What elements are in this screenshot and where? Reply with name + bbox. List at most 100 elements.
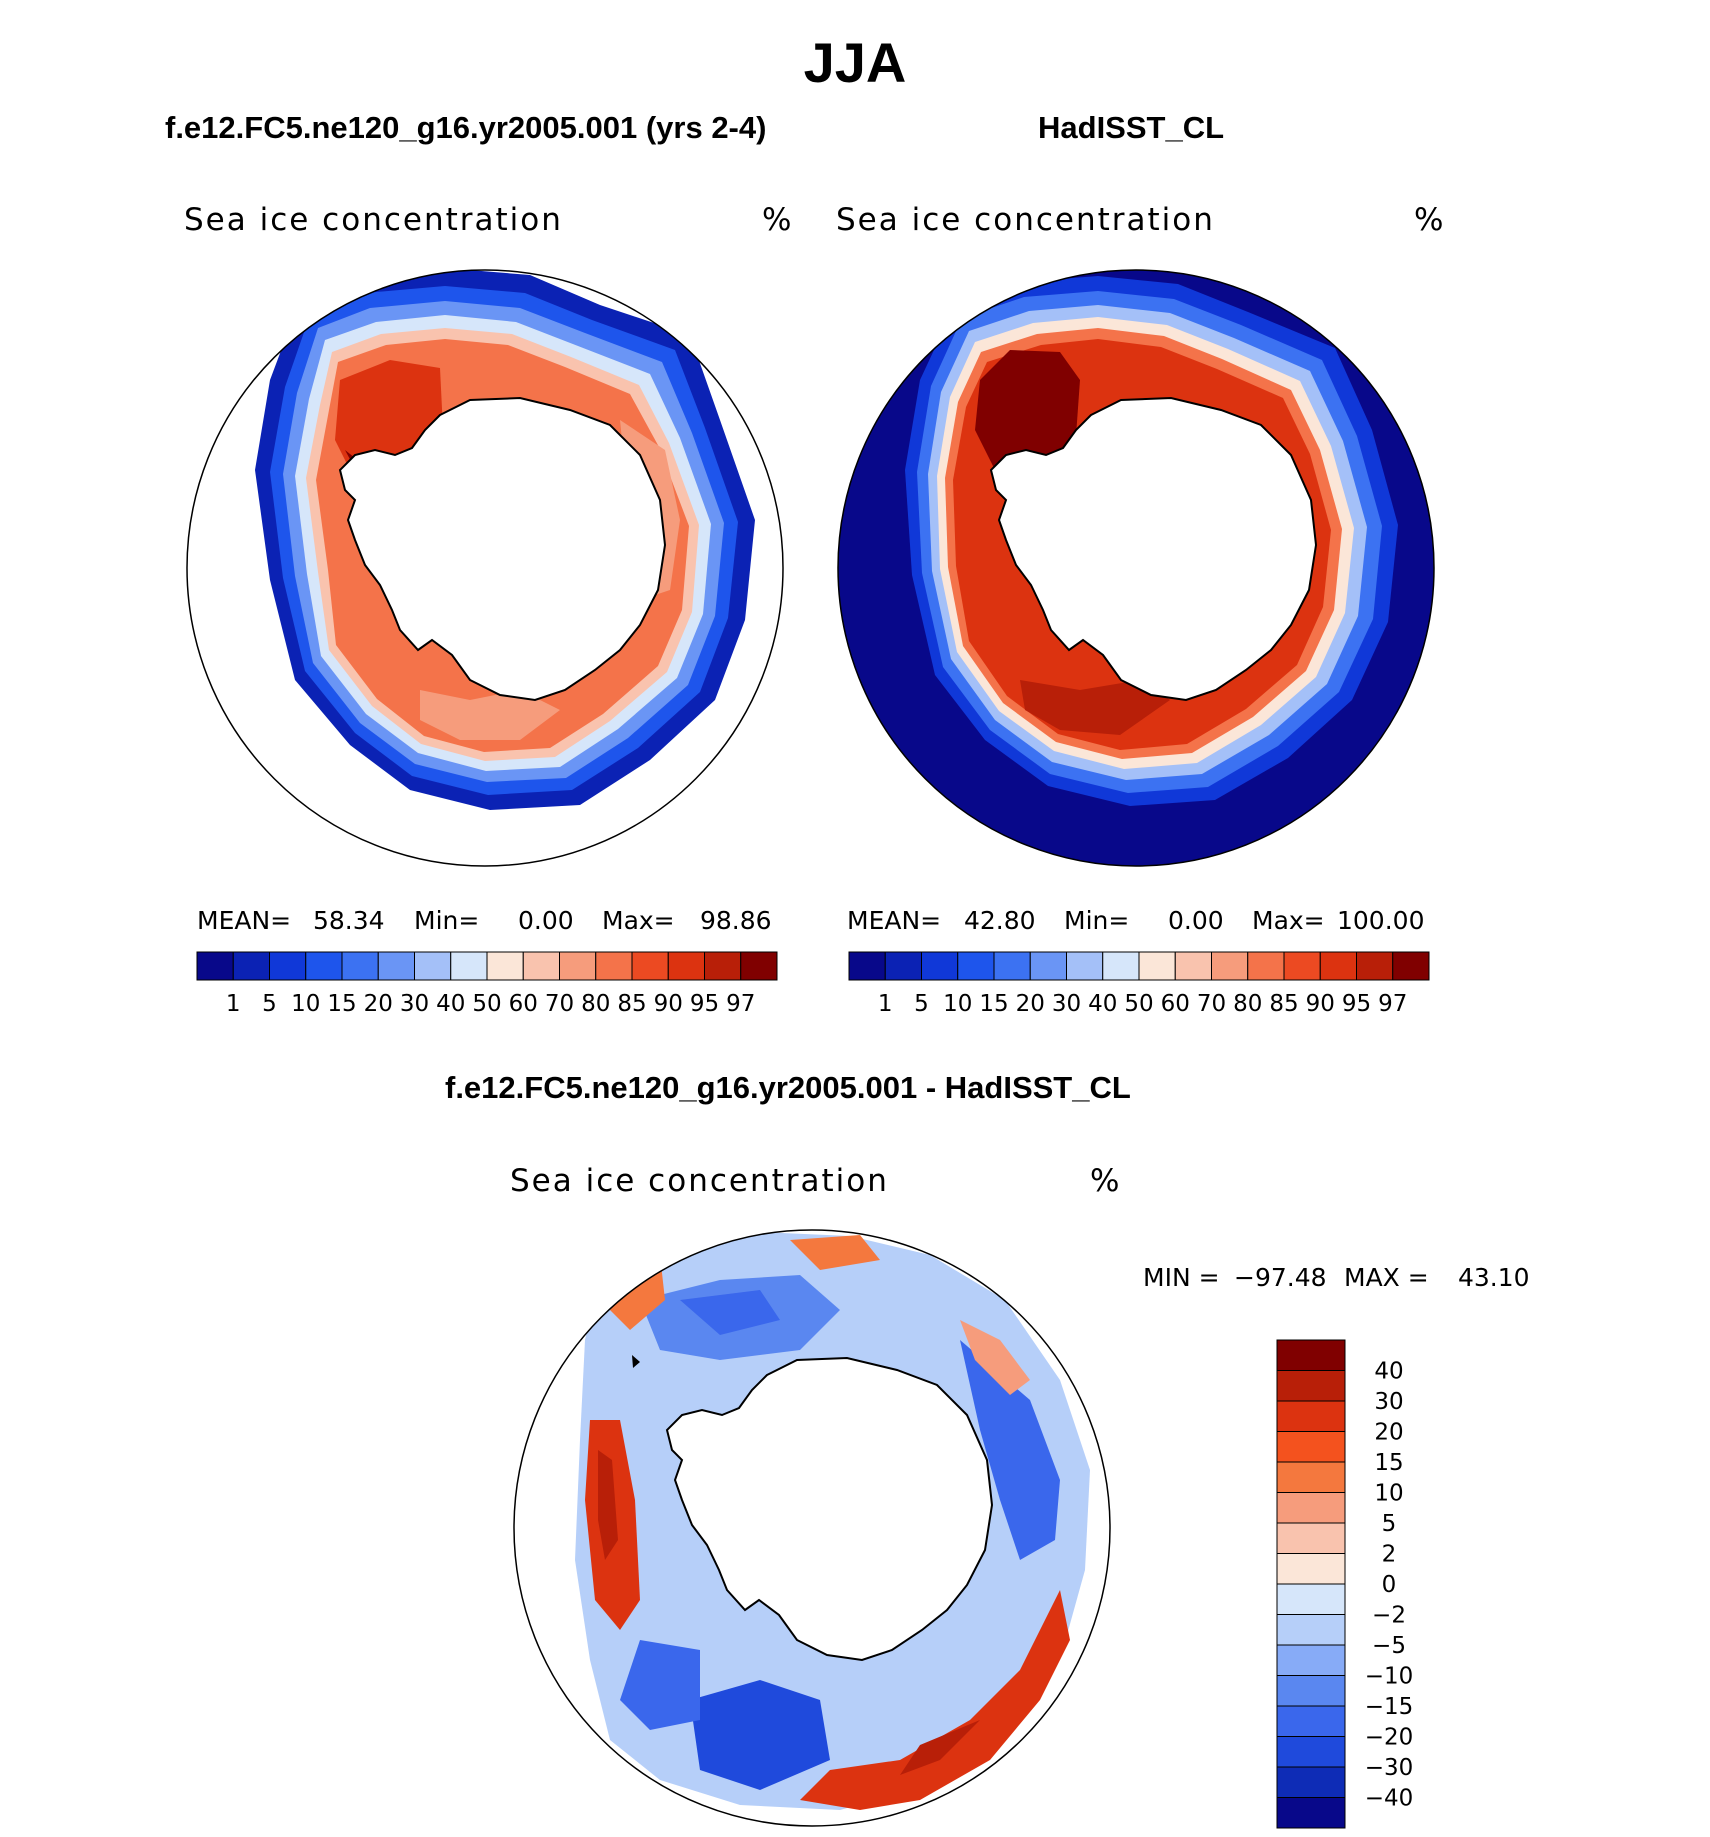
panel3-colorbar-swatch	[1276, 1797, 1346, 1829]
panel1-title: f.e12.FC5.ne120_g16.yr2005.001 (yrs 2-4)	[165, 110, 767, 145]
panel3-colorbar-swatch	[1276, 1736, 1346, 1768]
panel1-max-value: 98.86	[700, 906, 772, 935]
panel3-colorbar-tick-label: 20	[1374, 1420, 1403, 1446]
panel3-colorbar-tick-label: −30	[1365, 1755, 1414, 1781]
panel1-antarctica-coastline	[338, 396, 667, 702]
panel1-map-border	[186, 269, 784, 867]
panel2-colorbar-swatch	[1356, 951, 1394, 981]
panel1-colorbar-swatch	[631, 951, 669, 981]
panel2-colorbar-tick-label: 50	[1124, 991, 1153, 1017]
panel3-max-value: 43.10	[1458, 1263, 1530, 1292]
panel1-colorbar-tick-label: 1	[226, 991, 241, 1017]
panel1-colorbar-swatch	[305, 951, 343, 981]
panel1-colorbar-tick-label: 5	[262, 991, 277, 1017]
panel3-colorbar-tick-label: 15	[1374, 1450, 1403, 1476]
panel3-antarctica-coastline	[665, 1356, 994, 1662]
panel1-colorbar-tick-label: 80	[581, 991, 610, 1017]
panel1-colorbar-swatch	[450, 951, 488, 981]
panel2-colorbar-tick-label: 97	[1378, 991, 1407, 1017]
panel1-units-label: %	[762, 202, 794, 238]
panel3-colorbar-swatch	[1276, 1766, 1346, 1798]
panel3-min-value: −97.48	[1234, 1263, 1327, 1292]
panel1-colorbar-swatch	[522, 951, 560, 981]
panel2-colorbar-tick-label: 90	[1306, 991, 1335, 1017]
panel3-colorbar-tick-label: −20	[1365, 1725, 1414, 1751]
panel2-colorbar-tick-label: 85	[1269, 991, 1298, 1017]
panel1-map	[186, 269, 784, 867]
panel2-colorbar-tick-label: 70	[1197, 991, 1226, 1017]
panel2-colorbar-swatch	[1283, 951, 1321, 981]
panel2-units-label: %	[1414, 202, 1446, 238]
panel1-colorbar-swatch	[377, 951, 415, 981]
panel2-mean-value: 42.80	[964, 906, 1036, 935]
panel3-colorbar-tick-label: 40	[1374, 1359, 1403, 1385]
panel2-max-label: Max=	[1252, 906, 1325, 935]
panel2-colorbar-tick-label: 95	[1342, 991, 1371, 1017]
panel2-colorbar-swatch	[957, 951, 995, 981]
panel3-title: f.e12.FC5.ne120_g16.yr2005.001 - HadISST…	[445, 1070, 1131, 1105]
panel1-colorbar-tick-label: 20	[364, 991, 393, 1017]
panel1-colorbar-swatch	[486, 951, 524, 981]
panel2-colorbar-swatch	[1247, 951, 1285, 981]
panel2-map-border	[837, 269, 1435, 867]
panel3-colorbar-swatch	[1276, 1675, 1346, 1707]
panel2-colorbar-swatch	[993, 951, 1031, 981]
panel1-colorbar-swatch	[341, 951, 379, 981]
panel2-colorbar-swatch	[1174, 951, 1212, 981]
panel1-colorbar-tick-label: 97	[726, 991, 755, 1017]
panel3-variable-label: Sea ice concentration	[510, 1163, 889, 1199]
panel1-min-label: Min=	[414, 906, 480, 935]
panel3-colorbar-swatch	[1276, 1644, 1346, 1676]
panel1-colorbar-tick-label: 15	[327, 991, 356, 1017]
panel2-colorbar-swatch	[1319, 951, 1357, 981]
panel1-colorbar-tick-label: 10	[291, 991, 320, 1017]
panel3-colorbar-swatch	[1276, 1583, 1346, 1615]
figure-title: JJA	[803, 31, 907, 94]
panel2-colorbar-tick-label: 15	[979, 991, 1008, 1017]
panel2-colorbar-tick-label: 20	[1016, 991, 1045, 1017]
panel1-colorbar-swatch	[595, 951, 633, 981]
panel3-colorbar-swatch	[1276, 1400, 1346, 1432]
panel1-colorbar-tick-label: 40	[436, 991, 465, 1017]
panel1-colorbar-swatch	[269, 951, 307, 981]
panel1-colorbar-swatch	[559, 951, 597, 981]
panel3-colorbar-tick-label: 30	[1374, 1389, 1403, 1415]
panel1-colorbar-tick-label: 90	[654, 991, 683, 1017]
panel2-colorbar-tick-label: 60	[1161, 991, 1190, 1017]
panel3-colorbar-swatch	[1276, 1370, 1346, 1402]
panel1-variable-label: Sea ice concentration	[184, 202, 563, 238]
panel3-colorbar-swatch	[1276, 1339, 1346, 1371]
panel1-mean-value: 58.34	[313, 906, 385, 935]
panel1-colorbar-swatch	[414, 951, 452, 981]
panel2-colorbar-swatch	[1029, 951, 1067, 981]
panel2-antarctica-coastline	[989, 396, 1318, 702]
panel2-min-value: 0.00	[1168, 906, 1224, 935]
panel1-min-value: 0.00	[518, 906, 574, 935]
panel2-colorbar-tick-label: 10	[943, 991, 972, 1017]
panel2-colorbar-tick-label: 80	[1233, 991, 1262, 1017]
panel1-colorbar: 1 5 10 15 20 30 40 50 60 70 80 85 90 95 97	[196, 951, 778, 1017]
panel2-colorbar-tick-label: 30	[1052, 991, 1081, 1017]
panel2-colorbar-swatch	[921, 951, 959, 981]
panel2-colorbar: 1 5 10 15 20 30 40 50 60 70 80 85 90 95 97	[848, 951, 1430, 1017]
panel1-colorbar-swatch	[196, 951, 234, 981]
panel2-colorbar-swatch	[1138, 951, 1176, 981]
panel3-colorbar-swatch	[1276, 1492, 1346, 1524]
panel3-colorbar-tick-label: 0	[1382, 1572, 1397, 1598]
panel1-colorbar-tick-label: 50	[472, 991, 501, 1017]
panel1-colorbar-swatch	[740, 951, 778, 981]
panel1-mean-label: MEAN=	[197, 906, 292, 935]
panel3-colorbar-swatch	[1276, 1522, 1346, 1554]
panel3-colorbar-tick-label: 10	[1374, 1481, 1403, 1507]
panel3-colorbar-swatch	[1276, 1553, 1346, 1585]
panel3-colorbar-tick-label: −2	[1372, 1603, 1406, 1629]
panel3-units-label: %	[1090, 1163, 1122, 1199]
panel2-title: HadISST_CL	[1038, 110, 1225, 145]
panel1-colorbar-tick-label: 85	[617, 991, 646, 1017]
panel2-colorbar-swatch	[884, 951, 922, 981]
panel2-variable-label: Sea ice concentration	[836, 202, 1215, 238]
panel3-colorbar-swatch	[1276, 1461, 1346, 1493]
panel3-colorbar-tick-label: −15	[1365, 1694, 1414, 1720]
panel3-colorbar-tick-label: −5	[1372, 1633, 1406, 1659]
